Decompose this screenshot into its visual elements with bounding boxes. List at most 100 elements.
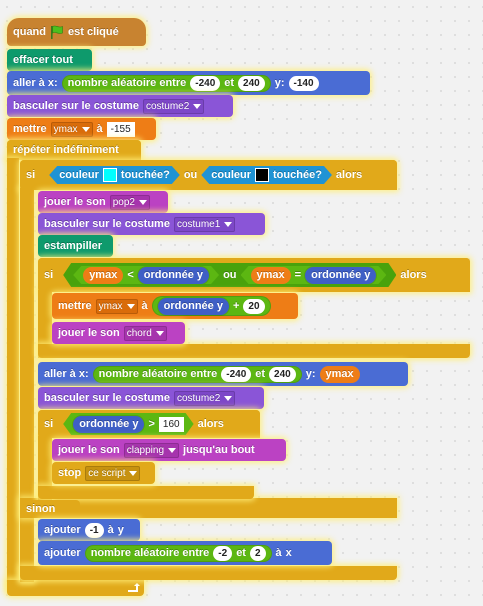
if-frame-else: [20, 498, 397, 518]
else-label-row: sinon: [20, 500, 80, 518]
goto-xy-block[interactable]: aller à x: nombre aléatoire entre -240 e…: [7, 71, 370, 95]
play-sound-label: jouer le son: [58, 444, 120, 456]
random-reporter[interactable]: nombre aléatoire entre -2 et 2: [84, 544, 272, 562]
variable-dropdown[interactable]: ymax: [95, 298, 138, 314]
play-sound-block[interactable]: jouer le son pop2: [38, 191, 168, 213]
sound-dropdown[interactable]: clapping: [123, 442, 180, 458]
green-flag-icon: [51, 25, 63, 39]
chevron-down-icon: [81, 126, 90, 132]
hat-label: quand: [13, 26, 46, 38]
random-to[interactable]: 240: [238, 75, 265, 91]
play-sound-block[interactable]: jouer le son chord: [52, 322, 185, 344]
y-position-reporter[interactable]: ordonnée y: [305, 267, 376, 284]
if-block[interactable]: si ordonnée y > 160 alors: [38, 410, 260, 438]
random-and: et: [255, 368, 266, 380]
compare-value[interactable]: 160: [159, 417, 184, 432]
costume-value: costume2: [176, 392, 221, 404]
change-to-label: à: [107, 524, 114, 536]
color-swatch-cyan[interactable]: [103, 168, 117, 182]
y-position-reporter[interactable]: ordonnée y: [73, 416, 144, 433]
else-label: sinon: [26, 503, 56, 515]
y-position-reporter[interactable]: ordonnée y: [157, 297, 229, 315]
equals-operator[interactable]: ymax = ordonnée y: [241, 266, 387, 284]
if-else-block[interactable]: si couleur touchée? ou couleur touchée? …: [20, 160, 397, 190]
sound-dropdown[interactable]: pop2: [109, 194, 150, 210]
touching-color-right[interactable]: couleur touchée?: [201, 166, 332, 184]
if-frame-side: [20, 188, 34, 582]
add-operator[interactable]: ordonnée y + 20: [151, 296, 271, 316]
when-flag-clicked-block[interactable]: quand est cliqué: [7, 18, 146, 46]
if-frame-bottom: [20, 566, 397, 580]
variable-dropdown[interactable]: ymax: [50, 121, 93, 137]
plus-sign: +: [232, 300, 240, 312]
set-label: mettre: [13, 123, 47, 135]
random-from[interactable]: -2: [213, 545, 233, 561]
play-sound-label: jouer le son: [44, 196, 106, 208]
color-swatch-black[interactable]: [255, 168, 269, 182]
set-to-label: à: [141, 300, 148, 312]
random-label: nombre aléatoire entre: [90, 547, 210, 559]
stop-block[interactable]: stop ce script: [52, 462, 155, 484]
stop-label: stop: [58, 467, 82, 479]
change-value[interactable]: -1: [84, 522, 104, 538]
change-var-label: y: [117, 524, 124, 536]
variable-value: ymax: [98, 300, 123, 312]
y-position-reporter[interactable]: ordonnée y: [138, 267, 209, 284]
forever-label: répéter indéfiniment: [13, 144, 119, 156]
chevron-down-icon: [193, 103, 202, 109]
or-label: ou: [223, 269, 237, 281]
or-operator[interactable]: ymax < ordonnée y ou ymax = ordonnée y: [63, 263, 396, 287]
greater-than-operator[interactable]: ordonnée y > 160: [63, 413, 193, 435]
set-label: mettre: [58, 300, 92, 312]
sound-value: pop2: [112, 196, 135, 208]
set-value[interactable]: -155: [106, 121, 135, 137]
switch-costume-block[interactable]: basculer sur le costume costume1: [38, 213, 265, 235]
if-label: si: [44, 269, 54, 281]
goto-label: aller à x:: [44, 368, 89, 380]
sound-dropdown[interactable]: chord: [123, 325, 167, 341]
goto-xy-block[interactable]: aller à x: nombre aléatoire entre -240 e…: [38, 362, 408, 386]
random-and: et: [236, 547, 246, 559]
costume-dropdown[interactable]: costume1: [173, 216, 236, 232]
costume-dropdown[interactable]: costume2: [142, 98, 205, 114]
switch-costume-block[interactable]: basculer sur le costume costume2: [38, 387, 264, 409]
random-from[interactable]: -240: [221, 366, 252, 382]
stop-dropdown[interactable]: ce script: [85, 465, 141, 481]
change-to-label: à: [275, 547, 282, 559]
chevron-down-icon: [155, 330, 164, 336]
random-from[interactable]: -240: [190, 75, 221, 91]
touching-color-suffix: touchée?: [120, 169, 170, 181]
y-position-label: ordonnée y: [143, 269, 204, 281]
random-reporter[interactable]: nombre aléatoire entre -240 et 240: [92, 365, 302, 383]
if-block[interactable]: si ymax < ordonnée y ou ymax = ordonnée …: [38, 258, 470, 292]
add-value[interactable]: 20: [243, 298, 265, 314]
touching-color-left[interactable]: couleur touchée?: [49, 166, 180, 184]
change-x-block[interactable]: ajouter nombre aléatoire entre -2 et 2 à…: [38, 541, 332, 565]
ymax-label: ymax: [256, 269, 285, 281]
play-sound-until-done-block[interactable]: jouer le son clapping jusqu'au bout: [52, 439, 286, 461]
costume-label: basculer sur le costume: [44, 218, 170, 230]
ymax-reporter[interactable]: ymax: [83, 267, 123, 284]
random-to[interactable]: 2: [249, 545, 266, 561]
ymax-reporter[interactable]: ymax: [319, 365, 360, 383]
forever-block[interactable]: répéter indéfiniment: [7, 140, 141, 160]
stamp-block[interactable]: estampiller: [38, 235, 113, 257]
clear-block[interactable]: effacer tout: [7, 49, 92, 71]
ymax-reporter[interactable]: ymax: [251, 267, 291, 284]
random-reporter[interactable]: nombre aléatoire entre -240 et 240: [61, 74, 271, 92]
goto-y-label: y:: [274, 77, 285, 89]
set-variable-block[interactable]: mettre ymax à ordonnée y + 20: [52, 293, 298, 319]
goto-y-value[interactable]: -140: [288, 75, 319, 91]
y-position-label: ordonnée y: [163, 300, 223, 312]
costume-value: costume2: [145, 100, 190, 112]
ymax-label: ymax: [325, 368, 354, 380]
switch-costume-block[interactable]: basculer sur le costume costume2: [7, 95, 233, 117]
costume-dropdown[interactable]: costume2: [173, 390, 236, 406]
forever-frame-bottom: [7, 580, 144, 596]
then-label: alors: [335, 169, 363, 181]
less-than-operator[interactable]: ymax < ordonnée y: [73, 266, 219, 284]
change-y-block[interactable]: ajouter -1 à y: [38, 519, 140, 541]
set-variable-block[interactable]: mettre ymax à -155: [7, 118, 156, 140]
costume-label: basculer sur le costume: [44, 392, 170, 404]
random-to[interactable]: 240: [269, 366, 296, 382]
